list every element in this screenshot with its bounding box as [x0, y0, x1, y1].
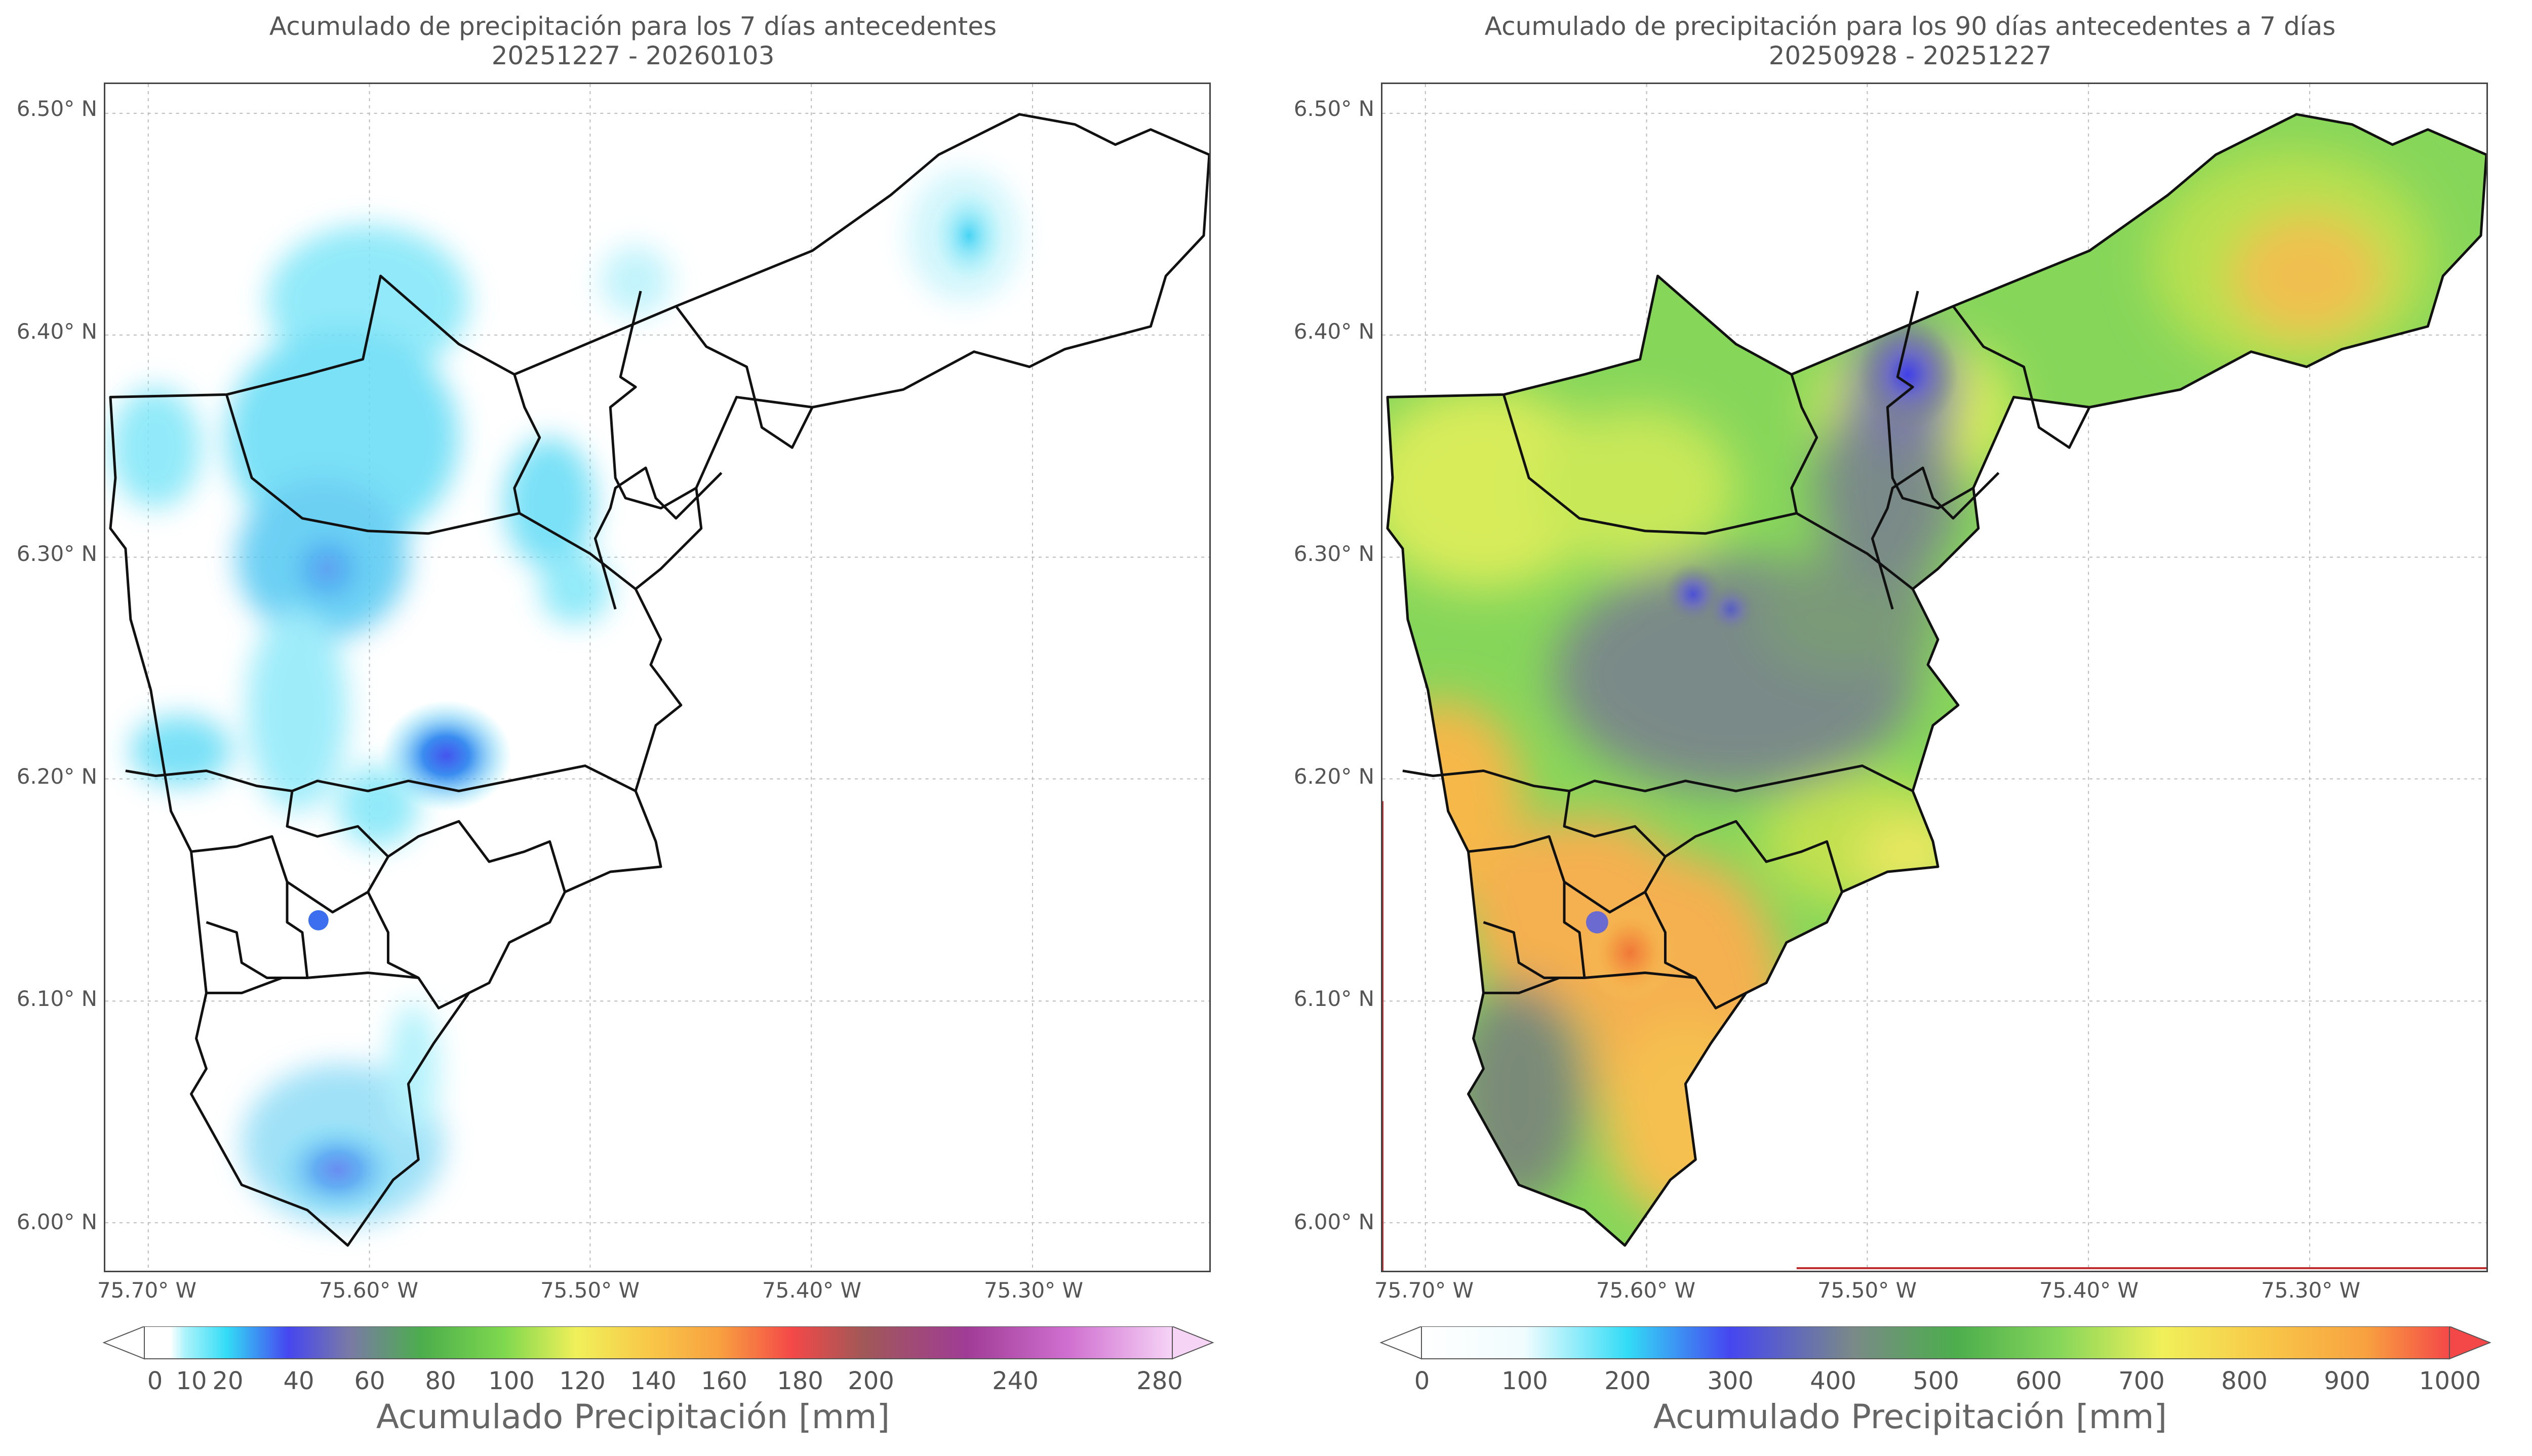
- right-cb-tick-800: 800: [2221, 1367, 2268, 1395]
- left-cb-tick-280: 280: [1136, 1367, 1183, 1395]
- right-colorbar: [1277, 1326, 2532, 1367]
- left-cb-tick-0: 0: [147, 1367, 163, 1395]
- lat-label-630: 6.30° N: [1293, 541, 1374, 566]
- lon-label-7540: 75.40° W: [2039, 1278, 2139, 1303]
- lon-label-7560: 75.60° W: [319, 1278, 419, 1303]
- lon-label-7530: 75.30° W: [2261, 1278, 2361, 1303]
- lat-label-640: 6.40° N: [1293, 319, 1374, 344]
- lat-label-610: 6.10° N: [16, 986, 97, 1011]
- right-cb-tick-300: 300: [1707, 1367, 1754, 1395]
- left-map-panel: Acumulado de precipitación para los 7 dí…: [0, 12, 1266, 1436]
- left-cb-tick-180: 180: [777, 1367, 823, 1395]
- lat-label-640: 6.40° N: [16, 319, 97, 344]
- lon-label-7550: 75.50° W: [1817, 1278, 1917, 1303]
- left-cb-tick-160: 160: [701, 1367, 747, 1395]
- right-cb-tick-500: 500: [1913, 1367, 1959, 1395]
- lat-label-620: 6.20° N: [16, 764, 97, 789]
- lat-label-600: 6.00° N: [16, 1209, 97, 1234]
- lon-label-7570: 75.70° W: [97, 1278, 197, 1303]
- lat-label-600: 6.00° N: [1293, 1209, 1374, 1234]
- right-map-panel: Acumulado de precipitación para los 90 d…: [1277, 0, 2532, 1456]
- right-cb-tick-100: 100: [1501, 1367, 1548, 1395]
- right-cb-tick-0: 0: [1414, 1367, 1430, 1395]
- left-cb-tick-80: 80: [425, 1367, 456, 1395]
- lon-label-7570: 75.70° W: [1374, 1278, 1474, 1303]
- lat-label-650: 6.50° N: [16, 96, 97, 121]
- lat-label-630: 6.30° N: [16, 541, 97, 566]
- left-cb-tick-120: 120: [559, 1367, 606, 1395]
- lon-label-7560: 75.60° W: [1596, 1278, 1696, 1303]
- right-map-date-range: 20250928 - 20251227: [1768, 41, 2052, 70]
- left-cb-tick-60: 60: [354, 1367, 385, 1395]
- right-colorbar-label: Acumulado Precipitación [mm]: [1653, 1397, 2167, 1436]
- right-cb-tick-400: 400: [1810, 1367, 1856, 1395]
- right-cb-tick-700: 700: [2118, 1367, 2165, 1395]
- left-precipitation-map: [104, 83, 1211, 1272]
- left-map-title: Acumulado de precipitación para los 7 dí…: [269, 12, 997, 41]
- right-precipitation-map: [1381, 83, 2488, 1272]
- left-cb-tick-240: 240: [992, 1367, 1039, 1395]
- left-cb-tick-20: 20: [212, 1367, 244, 1395]
- left-cb-tick-140: 140: [630, 1367, 677, 1395]
- right-cb-tick-600: 600: [2015, 1367, 2062, 1395]
- left-map-date-range: 20251227 - 20260103: [491, 41, 775, 70]
- lon-label-7550: 75.50° W: [540, 1278, 640, 1303]
- left-cb-tick-200: 200: [848, 1367, 894, 1395]
- lon-label-7530: 75.30° W: [983, 1278, 1084, 1303]
- left-cb-tick-100: 100: [488, 1367, 535, 1395]
- right-cb-tick-1000: 1000: [2419, 1367, 2481, 1395]
- left-colorbar-label: Acumulado Precipitación [mm]: [376, 1397, 890, 1436]
- right-cb-tick-900: 900: [2324, 1367, 2370, 1395]
- lat-label-620: 6.20° N: [1293, 764, 1374, 789]
- lat-label-650: 6.50° N: [1293, 96, 1374, 121]
- left-colorbar: [0, 1326, 1266, 1367]
- left-cb-tick-40: 40: [283, 1367, 314, 1395]
- lon-label-7540: 75.40° W: [762, 1278, 862, 1303]
- lat-label-610: 6.10° N: [1293, 986, 1374, 1011]
- left-cb-tick-10: 10: [176, 1367, 207, 1395]
- right-map-title: Acumulado de precipitación para los 90 d…: [1484, 12, 2336, 41]
- right-cb-tick-200: 200: [1604, 1367, 1651, 1395]
